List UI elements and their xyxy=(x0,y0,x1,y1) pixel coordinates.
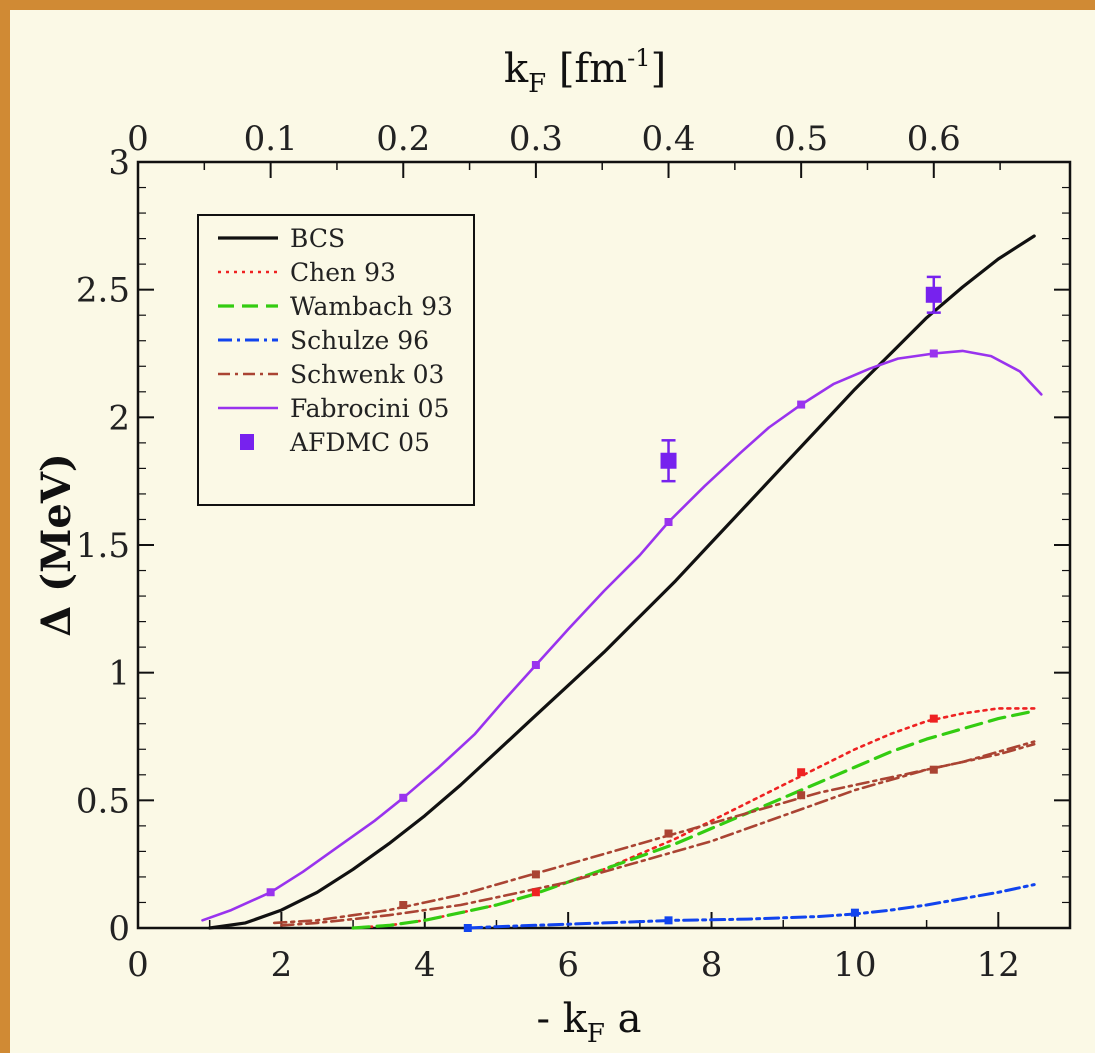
y-tick-label: 2.5 xyxy=(76,271,130,311)
top-axis-title: kF [fm-1] xyxy=(504,44,666,99)
legend-label: Schulze 96 xyxy=(290,326,429,355)
x-tick-label: 2 xyxy=(271,945,293,985)
series-line-3 xyxy=(466,883,1036,930)
series-marker-6 xyxy=(664,518,673,527)
series-marker-1 xyxy=(797,768,806,777)
series-line-5 xyxy=(280,740,1036,927)
x-tick-label: 4 xyxy=(414,945,436,985)
markers-layer xyxy=(266,275,942,932)
series-marker-4 xyxy=(797,791,806,800)
y-tick-label: 3 xyxy=(108,143,130,183)
y-tick-label: 0.5 xyxy=(76,781,130,821)
x-tick-label: 0 xyxy=(127,945,149,985)
legend-label: Schwenk 03 xyxy=(290,360,444,389)
series-line-1 xyxy=(351,707,1036,930)
x-axis-title: - kF a xyxy=(536,996,641,1049)
legend-swatch-afdmc xyxy=(240,434,254,450)
series-marker-4 xyxy=(929,765,938,774)
y-tick-label: 2 xyxy=(108,398,130,438)
series-marker-1 xyxy=(929,714,938,723)
top-tick-label: 0 xyxy=(127,119,149,159)
x-tick-label: 10 xyxy=(833,945,876,985)
y-tick-label: 0 xyxy=(108,909,130,949)
series-line-6 xyxy=(201,349,1043,922)
y-tick-label: 1.5 xyxy=(76,526,130,566)
series-marker-3 xyxy=(850,908,859,917)
top-tick-label: 0.5 xyxy=(774,119,828,159)
series-marker-3 xyxy=(664,916,673,925)
series-marker-4 xyxy=(531,870,540,879)
series-marker-6 xyxy=(929,349,938,358)
top-tick-label: 0.6 xyxy=(907,119,961,159)
series-line-0 xyxy=(208,234,1036,930)
series-marker-4 xyxy=(664,829,673,838)
series-marker-6 xyxy=(399,793,408,802)
afdmc-point xyxy=(925,286,942,303)
top-tick-label: 0.2 xyxy=(376,119,430,159)
chart-frame: 0 2 4 6 8 10 12 0 0.5 1 1.5 2 2.5 3 0 0.1 0.2 0.3 0.4 0.5 0.… xyxy=(10,10,1095,1053)
afdmc-point xyxy=(660,452,677,469)
x-tick-label: 6 xyxy=(557,945,579,985)
legend-label: AFDMC 05 xyxy=(289,428,430,457)
legend-label: BCS xyxy=(290,224,345,253)
series-marker-3 xyxy=(463,924,472,932)
x-tick-label: 8 xyxy=(701,945,723,985)
legend-label: Chen 93 xyxy=(290,258,396,287)
series-marker-6 xyxy=(266,888,275,897)
legend-label: Fabrocini 05 xyxy=(290,394,449,423)
legend-label: Wambach 93 xyxy=(290,292,453,321)
top-tick-label: 0.1 xyxy=(244,119,298,159)
series-marker-4 xyxy=(399,901,408,910)
x-tick-label: 12 xyxy=(977,945,1020,985)
top-tick-label: 0.4 xyxy=(641,119,695,159)
top-tick-label: 0.3 xyxy=(509,119,563,159)
series-marker-1 xyxy=(531,888,540,897)
series-marker-6 xyxy=(797,400,806,409)
y-axis-title: Δ (MeV) xyxy=(33,453,80,637)
y-tick-label: 1 xyxy=(108,654,130,694)
legend: BCS Chen 93 Wambach 93 Schulze 96 Schwenk 03… xyxy=(197,214,475,506)
legend-box xyxy=(197,214,475,506)
series-line-2 xyxy=(351,709,1036,930)
series-marker-6 xyxy=(531,661,540,670)
